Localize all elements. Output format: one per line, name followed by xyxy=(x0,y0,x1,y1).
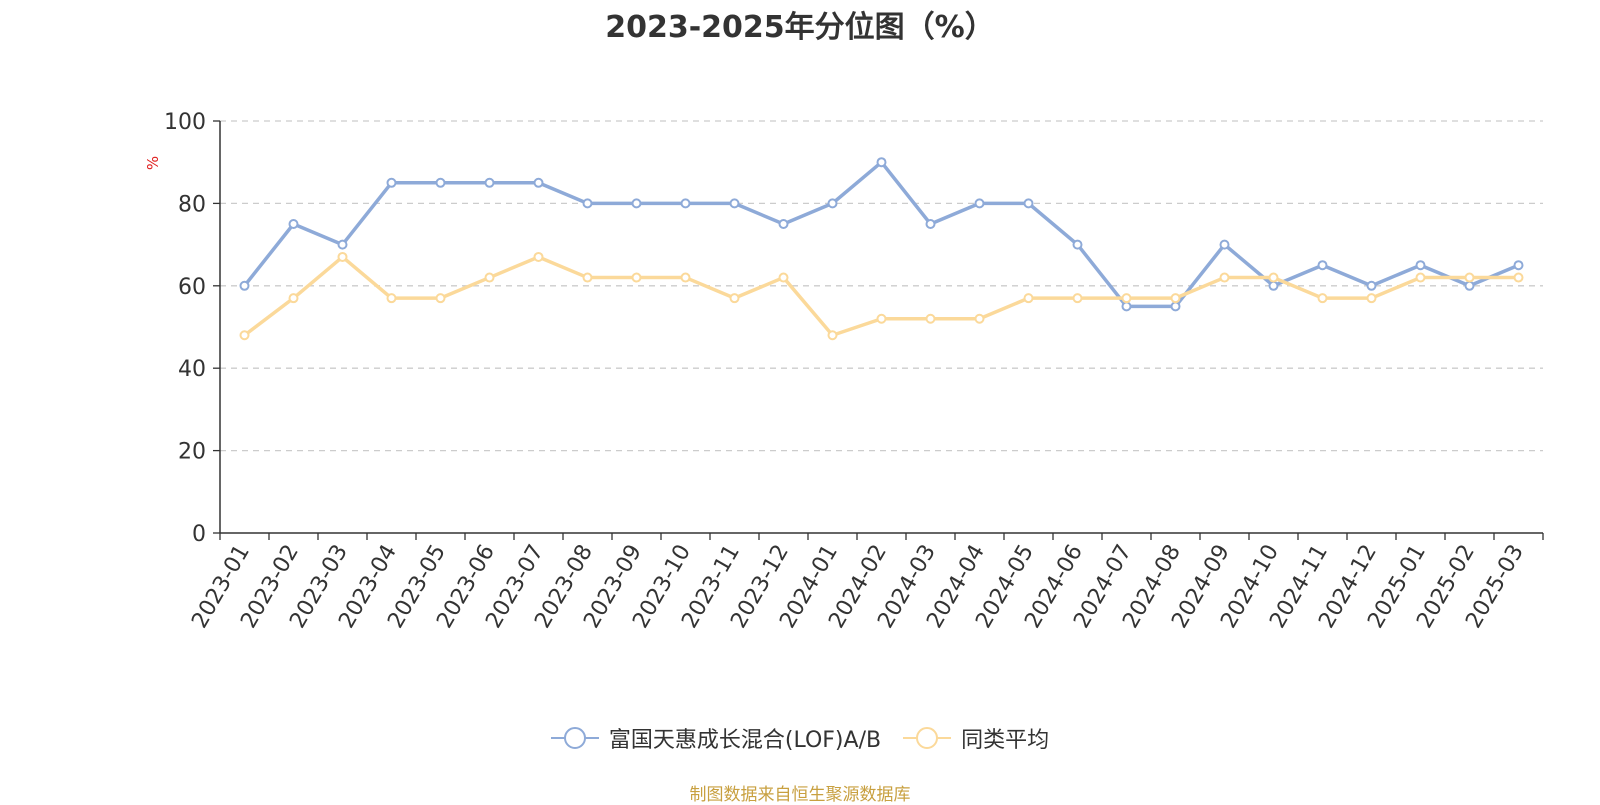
y-tick-label: 40 xyxy=(178,357,206,382)
data-point-series-1[interactable] xyxy=(288,219,299,229)
y-tick-label: 100 xyxy=(164,110,206,135)
data-point-series-2[interactable] xyxy=(876,313,887,324)
data-point-series-2[interactable] xyxy=(1366,293,1377,304)
data-point-series-1[interactable] xyxy=(1317,260,1328,271)
y-tick-label: 0 xyxy=(192,522,206,547)
data-point-series-2[interactable] xyxy=(1415,272,1426,283)
data-point-series-2[interactable] xyxy=(239,330,250,341)
line-chart: 0204060801002023-012023-022023-032023-04… xyxy=(144,110,1544,633)
data-point-series-2[interactable] xyxy=(778,272,789,283)
data-point-series-2[interactable] xyxy=(582,272,593,283)
data-point-series-2[interactable] xyxy=(631,272,642,283)
data-point-series-1[interactable] xyxy=(925,219,936,229)
data-point-series-2[interactable] xyxy=(827,330,838,341)
data-point-series-1[interactable] xyxy=(337,239,348,250)
legend-label-series-1: 富国天惠成长混合(LOF)A/B xyxy=(608,728,882,753)
data-point-series-1[interactable] xyxy=(1415,260,1426,271)
data-point-series-2[interactable] xyxy=(386,293,397,304)
data-point-series-2[interactable] xyxy=(1170,293,1181,304)
data-point-series-2[interactable] xyxy=(1513,272,1524,283)
data-point-series-1[interactable] xyxy=(1366,280,1377,291)
data-point-series-1[interactable] xyxy=(484,177,495,188)
data-point-series-1[interactable] xyxy=(729,198,740,209)
data-point-series-1[interactable] xyxy=(680,198,691,209)
data-point-series-1[interactable] xyxy=(876,157,887,168)
data-point-series-1[interactable] xyxy=(1072,239,1083,250)
source-note: 制图数据来自恒生聚源数据库 xyxy=(689,785,911,805)
data-point-series-1[interactable] xyxy=(974,198,985,209)
data-point-series-2[interactable] xyxy=(925,313,936,324)
data-point-series-2[interactable] xyxy=(1317,293,1328,304)
axes: 0204060801002023-012023-022023-032023-04… xyxy=(164,110,1544,633)
data-point-series-2[interactable] xyxy=(533,251,544,262)
data-point-series-2[interactable] xyxy=(484,272,495,283)
data-point-series-1[interactable] xyxy=(386,177,397,188)
data-point-series-1[interactable] xyxy=(1170,301,1181,312)
data-point-series-2[interactable] xyxy=(1072,293,1083,304)
legend-item-series-2[interactable]: 同类平均 xyxy=(903,722,1049,754)
legend-item-series-1[interactable]: 富国天惠成长混合(LOF)A/B xyxy=(550,722,882,754)
data-point-series-2[interactable] xyxy=(680,272,691,283)
y-axis-label: % xyxy=(144,156,162,170)
data-point-series-2[interactable] xyxy=(1121,293,1132,304)
data-point-series-1[interactable] xyxy=(1023,198,1034,209)
data-point-series-1[interactable] xyxy=(631,198,642,209)
data-point-series-2[interactable] xyxy=(974,313,985,324)
data-point-series-2[interactable] xyxy=(288,293,299,304)
series-lines xyxy=(239,157,1524,341)
data-point-series-1[interactable] xyxy=(827,198,838,209)
legend-marker-series-1 xyxy=(550,727,599,749)
data-point-series-1[interactable] xyxy=(1513,260,1524,271)
legend-label-series-2: 同类平均 xyxy=(961,728,1050,753)
data-point-series-2[interactable] xyxy=(729,293,740,304)
data-point-series-2[interactable] xyxy=(337,251,348,262)
data-point-series-1[interactable] xyxy=(1121,301,1132,312)
data-point-series-1[interactable] xyxy=(582,198,593,209)
legend-marker-series-2 xyxy=(903,727,952,749)
data-point-series-1[interactable] xyxy=(239,280,250,291)
data-point-series-2[interactable] xyxy=(1268,272,1279,283)
y-tick-label: 60 xyxy=(178,275,206,300)
chart-title: 2023-2025年分位图（%） xyxy=(605,10,995,45)
data-point-series-2[interactable] xyxy=(1464,272,1475,283)
data-point-series-1[interactable] xyxy=(1464,280,1475,291)
data-point-series-1[interactable] xyxy=(778,219,789,229)
grid-lines xyxy=(220,120,1543,452)
data-point-series-1[interactable] xyxy=(533,177,544,188)
data-point-series-2[interactable] xyxy=(1219,272,1230,283)
data-point-series-1[interactable] xyxy=(1219,239,1230,250)
legend: 富国天惠成长混合(LOF)A/B 同类平均 xyxy=(0,722,1600,754)
data-point-series-2[interactable] xyxy=(1023,293,1034,304)
series-line-1 xyxy=(243,160,1520,309)
data-point-series-1[interactable] xyxy=(435,177,446,188)
data-point-series-2[interactable] xyxy=(435,293,446,304)
y-tick-label: 80 xyxy=(178,192,206,217)
data-point-series-1[interactable] xyxy=(1268,280,1279,291)
y-tick-label: 20 xyxy=(178,440,206,465)
